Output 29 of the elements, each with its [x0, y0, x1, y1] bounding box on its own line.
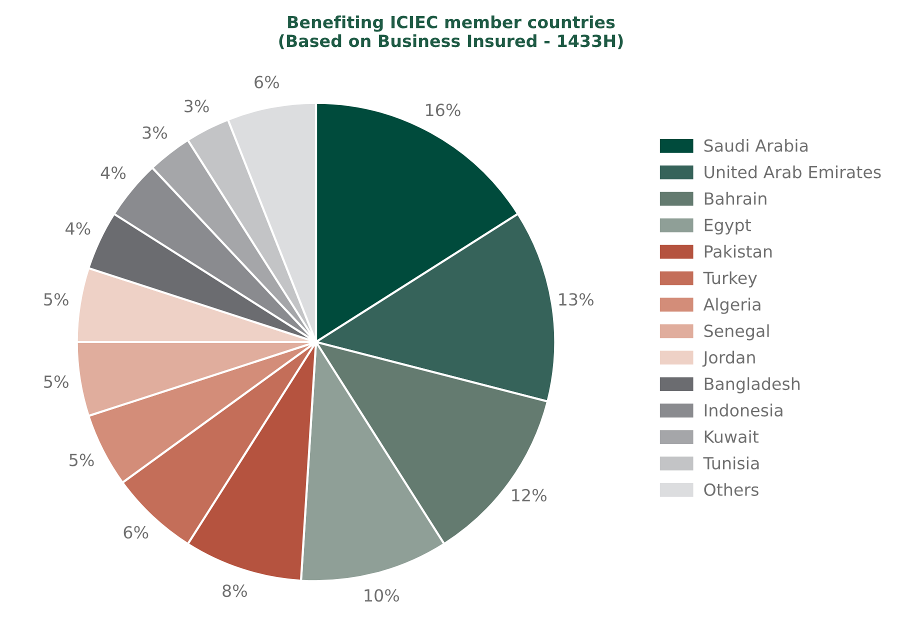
data-label: 13%: [559, 293, 594, 306]
data-label: 5%: [44, 375, 68, 388]
data-label: 6%: [124, 526, 148, 539]
legend-label: Jordan: [702, 350, 755, 367]
data-label: 16%: [426, 104, 460, 116]
legend-label: Indonesia: [704, 404, 782, 417]
data-label: 8%: [222, 584, 247, 598]
data-label: 3%: [142, 126, 168, 139]
legend-label: Kuwait: [704, 430, 759, 444]
data-label: 4%: [100, 166, 126, 180]
legend-label: Algeria: [703, 298, 760, 314]
data-label: 6%: [254, 76, 279, 88]
chart-title: Benefiting ICIEC member countries (Based on Business Insured - 1433H): [279, 16, 623, 50]
legend-label: Pakistan: [704, 244, 772, 258]
legend-label: Others: [704, 483, 758, 496]
legend-label: United Arab Emirates: [704, 165, 881, 178]
data-label: 10%: [364, 589, 400, 602]
legend-label: Senegal: [704, 324, 769, 340]
data-label: 12%: [512, 488, 546, 502]
data-label: 5%: [44, 293, 68, 306]
legend-label: Bahrain: [704, 192, 766, 205]
legend-label: Turkey: [703, 271, 758, 288]
legend-label: Egypt: [704, 218, 751, 235]
legend-label: Bangladesh: [704, 377, 800, 394]
data-label: 4%: [66, 222, 90, 235]
data-label: 3%: [184, 100, 209, 112]
data-label: 5%: [70, 454, 94, 466]
legend-label: Saudi Arabia: [704, 139, 808, 152]
legend-label: Tunisia: [703, 456, 759, 470]
